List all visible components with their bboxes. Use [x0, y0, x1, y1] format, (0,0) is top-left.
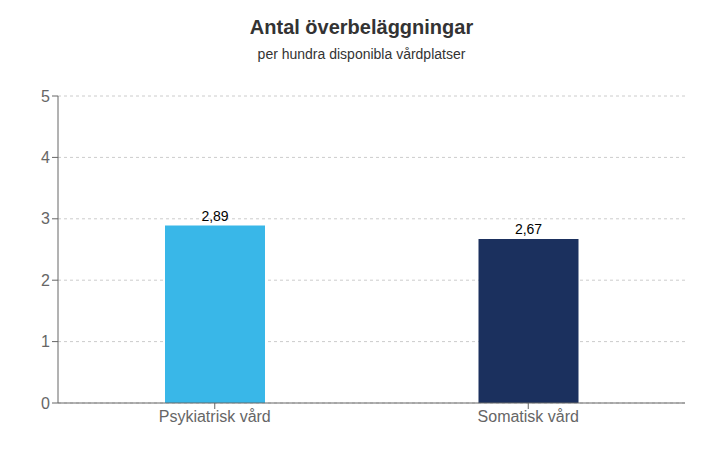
svg-text:Psykiatrisk vård: Psykiatrisk vård [159, 408, 271, 425]
svg-text:2,89: 2,89 [201, 208, 228, 224]
svg-text:2: 2 [41, 272, 50, 289]
svg-text:3: 3 [41, 210, 50, 227]
svg-text:5: 5 [41, 88, 50, 105]
svg-text:4: 4 [41, 149, 50, 166]
html-text:Antal överbeläggningar: Antal överbeläggningar [249, 16, 474, 38]
svg-text:Somatisk vård: Somatisk vård [478, 408, 579, 425]
html-text:per hundra disponibla vårdplat: per hundra disponibla vårdplatser [257, 46, 466, 62]
svg-text:1: 1 [41, 333, 50, 350]
svg-text:0: 0 [41, 395, 50, 412]
svg-text:2,67: 2,67 [515, 221, 542, 237]
